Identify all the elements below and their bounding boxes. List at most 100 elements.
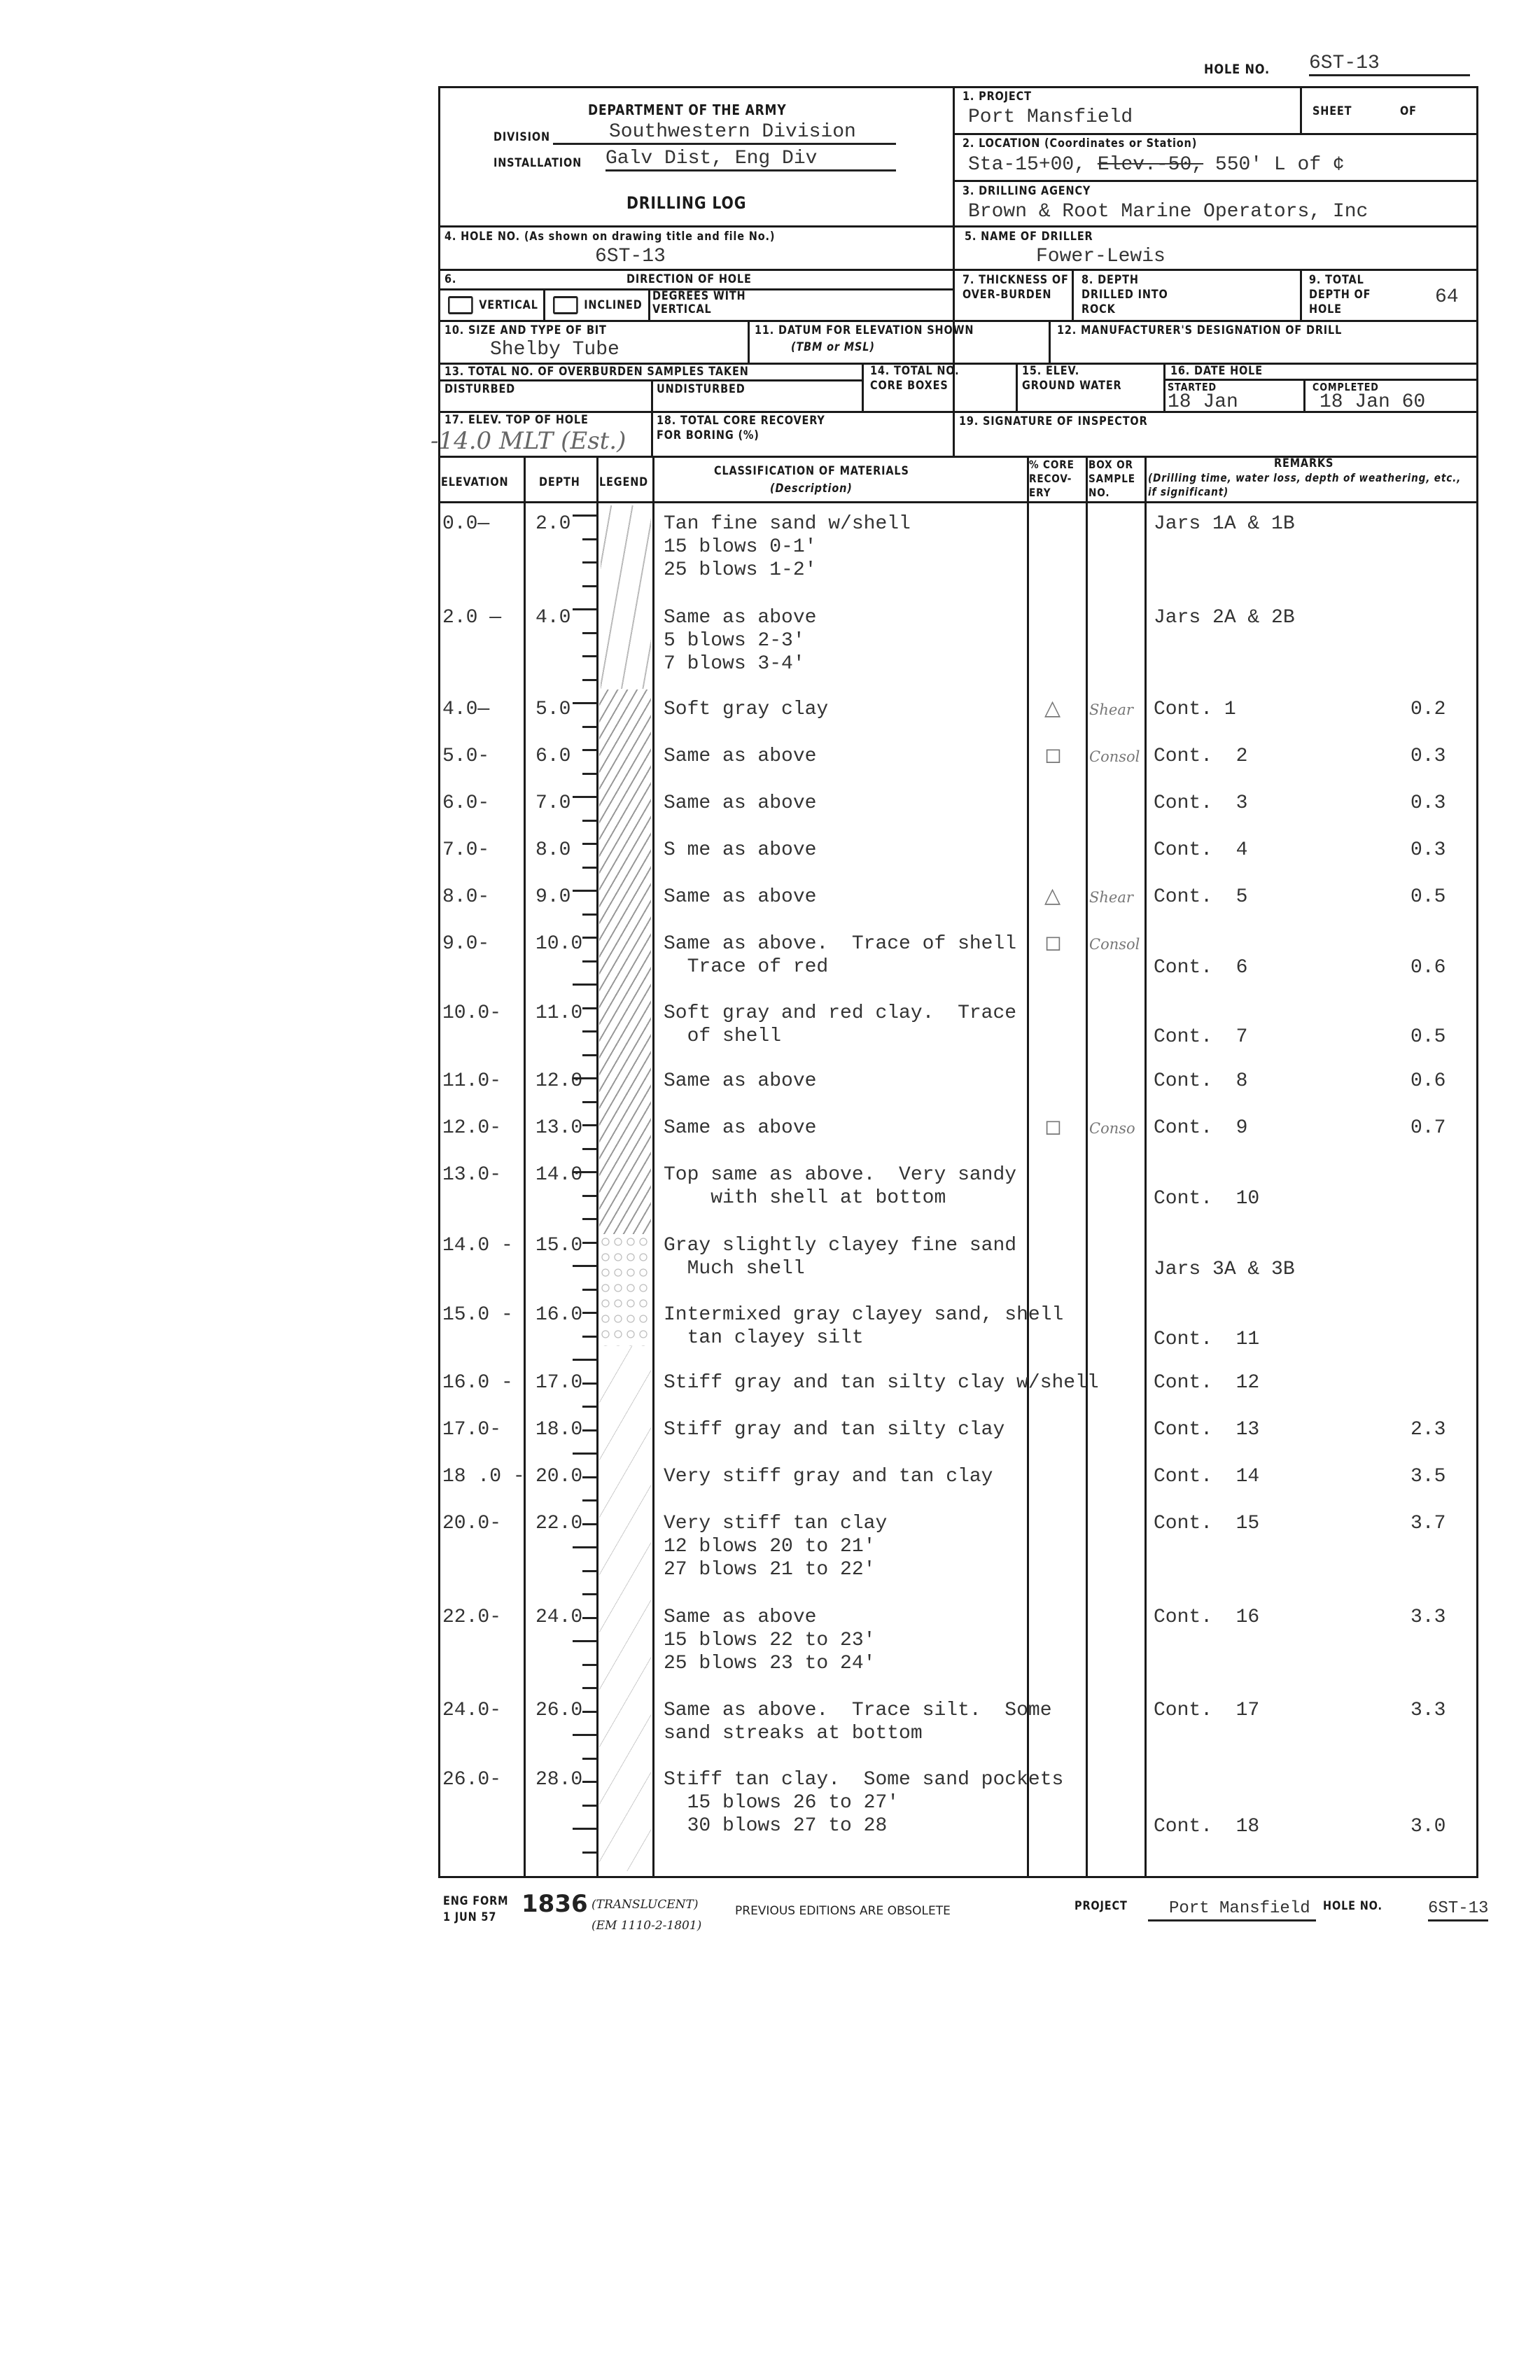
row-depth: 5.0 [536,699,571,720]
row-remark: Jars 1A & 1B [1154,513,1295,535]
depth-tick [582,561,596,564]
location-station: Sta-15+00, [968,154,1086,176]
recovery-mark-icon: ◻ [1044,930,1062,955]
agency-field: Brown & Root Marine Operators, Inc [968,201,1368,223]
row-remark-value: 2.3 [1410,1419,1446,1441]
row-remark-value: 0.3 [1410,839,1446,861]
row-elevation: 2.0 — [442,607,502,629]
footer-obsolete: PREVIOUS EDITIONS ARE OBSOLETE [735,1904,951,1918]
row-depth: 2.0 [536,513,571,535]
depth-tick [582,1101,596,1103]
inclined-label: INCLINED [584,298,643,312]
description-line: Same as above [664,1070,817,1092]
depth-tick [582,1289,596,1291]
location-field: Sta-15+00, Elev.-50, 550' L of ¢ [968,155,1345,176]
depth-tick [582,960,596,962]
depth-tick [573,890,596,892]
depth-tick [582,1758,596,1760]
description-line: sand streaks at bottom [664,1723,923,1744]
depth-tick [573,1640,596,1642]
description-line: Same as above [664,607,817,629]
division-field: Southwestern Division [553,122,896,145]
description-line: 15 blows 26 to 27' [664,1792,899,1814]
row-description: Same as above [664,1070,816,1093]
row-elevation: 24.0- [442,1700,502,1721]
row-remark-value: 0.7 [1410,1117,1446,1139]
row-depth: 24.0 [536,1606,583,1628]
depth-tick [582,655,596,657]
footer-form: ENG FORM [443,1894,509,1908]
description-line: Stiff gray and tan silty clay w/shell [664,1372,1099,1394]
description-line: Same as above [664,746,817,767]
row-elevation: 9.0- [442,933,490,955]
row-remark: Cont. 13 [1154,1419,1260,1441]
description-line: Very stiff tan clay [664,1513,888,1534]
row-elevation: 16.0 - [442,1372,513,1394]
description-line: 7 blows 3-4' [664,653,805,675]
hole-no-label: 4. HOLE NO. (As shown on drawing title a… [444,230,776,244]
row-depth: 7.0 [536,792,571,814]
footer-translucent: (TRANSLUCENT) [592,1898,699,1912]
recovery-mark-icon: △ [1044,696,1061,720]
hole-no-field: 6ST-13 [595,246,666,267]
bit-label: 10. SIZE AND TYPE OF BIT [444,323,607,337]
footer-project-label: PROJECT [1074,1899,1128,1913]
description-line: Same as above [664,792,817,814]
description-line: tan clayey silt [664,1327,864,1349]
inclined-checkbox[interactable]: INCLINED [553,296,643,314]
description-line: Much shell [664,1258,805,1280]
depth-tick [582,1523,596,1525]
footer-em: (EM 1110-2-1801) [592,1919,702,1933]
footer-project: Port Mansfield [1148,1898,1316,1921]
depth-tick [573,514,596,517]
depth-tick [573,702,596,704]
row-elevation: 22.0- [442,1606,502,1628]
row-description: Soft gray and red clay. Trace of shell [664,1002,1016,1048]
row-remark-value: 0.2 [1410,699,1446,720]
row-elevation: 20.0- [442,1513,502,1534]
row-remark: Cont. 18 [1154,1816,1260,1837]
description-line: 12 blows 20 to 21' [664,1536,876,1558]
depth-tick [582,1711,596,1713]
depth-tick [582,1781,596,1783]
description-line: Trace of red [664,956,829,978]
row-description: Top same as above. Very sandy with shell… [664,1163,1016,1210]
depth-tick [573,1828,596,1830]
vertical-checkbox[interactable]: VERTICAL [448,296,538,314]
total-depth-label: 9. TOTAL DEPTH OF HOLE [1309,273,1371,316]
sheet-label: SHEET [1312,104,1352,118]
depth-tick [582,1312,596,1314]
driller-label: 5. NAME OF DRILLER [965,230,1093,244]
recovery-mark-icon: ◻ [1044,743,1062,767]
description-line: Soft gray and red clay. Trace [664,1002,1017,1024]
row-depth: 17.0 [536,1372,583,1394]
row-description: Intermixed gray clayey sand, shell tan c… [664,1303,1063,1350]
samples-label: 13. TOTAL NO. OF OVERBURDEN SAMPLES TAKE… [444,365,749,379]
description-line: Gray slightly clayey fine sand [664,1235,1017,1256]
sample-type: Consol [1089,936,1140,953]
description-line: Same as above. Trace of shell [664,933,1017,955]
description-line: S me as above [664,839,817,861]
description-line: Soft gray clay [664,699,829,720]
depth-tick [573,1359,596,1361]
row-description: Very stiff gray and tan clay [664,1465,993,1488]
depth-tick [582,913,596,916]
agency-label: 3. DRILLING AGENCY [962,184,1091,198]
row-description: Same as above [664,745,816,768]
row-remark: Jars 2A & 2B [1154,607,1295,629]
sample-type: Conso [1089,1120,1135,1137]
row-description: Same as above. Trace silt. Some sand stre… [664,1699,1052,1745]
inspector-label: 19. SIGNATURE OF INSPECTOR [959,414,1148,428]
row-depth: 6.0 [536,746,571,767]
col-depth: DEPTH [539,475,580,489]
col-elevation: ELEVATION [441,475,509,489]
started-field: 18 Jan [1168,391,1238,413]
division-label: DIVISION [493,130,550,144]
description-line: Stiff gray and tan silty clay [664,1419,1005,1441]
location-offset: 550' L of ¢ [1214,154,1345,176]
row-remark-value: 3.3 [1410,1700,1446,1721]
recovery-mark-icon: △ [1044,883,1061,908]
description-line: Stiff tan clay. Some sand pockets [664,1769,1064,1791]
datum-sub-label: (TBM or MSL) [791,340,875,354]
depth-tick [582,749,596,751]
